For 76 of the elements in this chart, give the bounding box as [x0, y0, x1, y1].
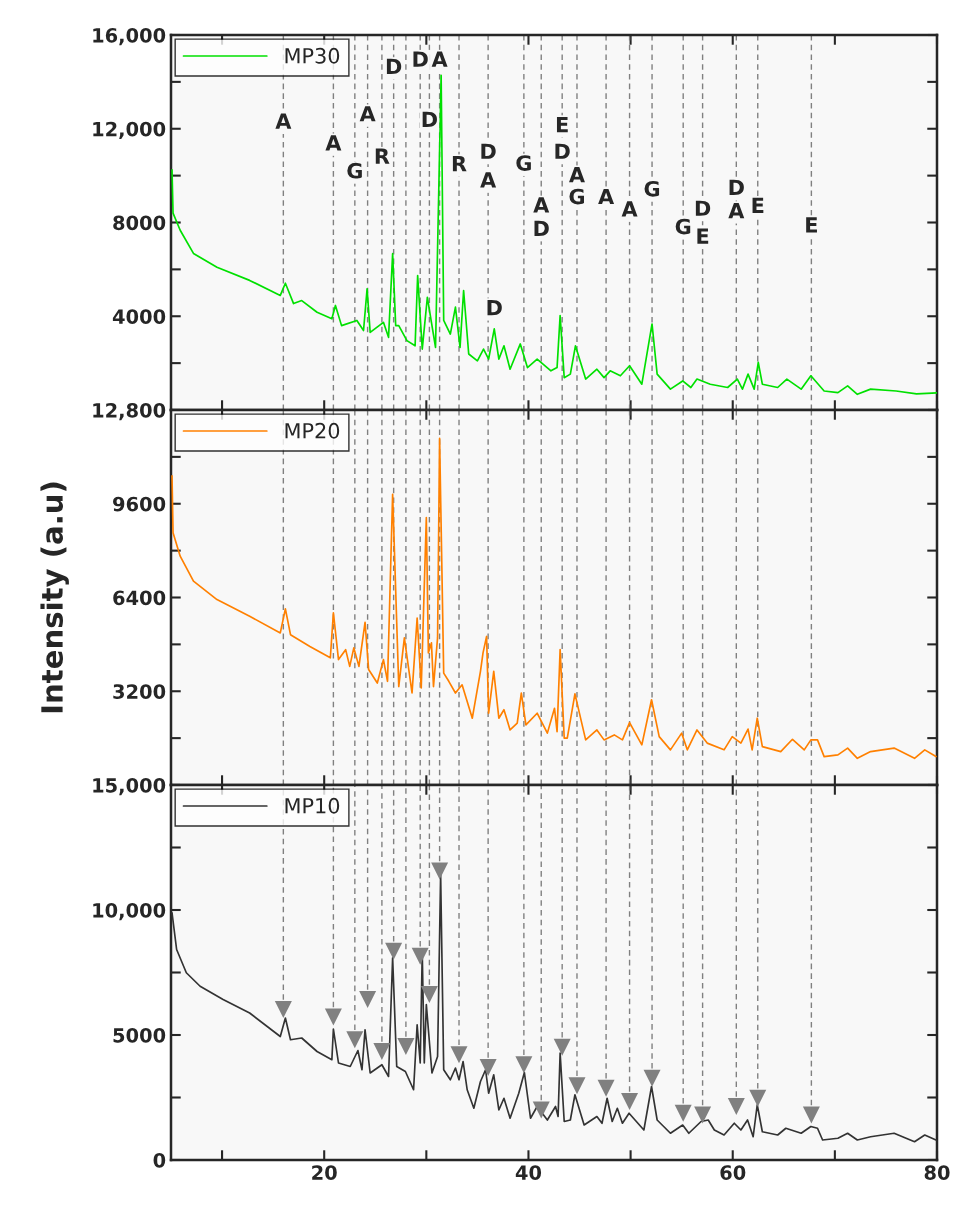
point [479, 1058, 497, 1077]
annotation: A [325, 135, 342, 151]
point [373, 1042, 391, 1061]
point [694, 1106, 712, 1124]
point [643, 1069, 661, 1087]
point [346, 1031, 364, 1049]
line-series [171, 437, 937, 760]
legend-label: MP20 [285, 422, 340, 439]
annotation: A [275, 113, 292, 129]
annotation: D [413, 51, 428, 67]
point [674, 1104, 692, 1122]
annotation: D [555, 143, 570, 159]
annotation: A [359, 106, 376, 122]
annotation: A [598, 188, 615, 205]
annotation: G [569, 188, 584, 205]
point [553, 1038, 571, 1056]
y-tick-label: 16,000 [93, 27, 166, 46]
point [385, 942, 403, 960]
annotation: D [386, 58, 402, 75]
annotation: A [480, 172, 497, 188]
legend-label: MP10 [285, 797, 340, 814]
annotation: G [675, 218, 691, 235]
annotation: A [431, 51, 448, 67]
point [431, 862, 449, 880]
annotation: D [422, 111, 437, 127]
point [515, 1056, 533, 1074]
y-tick-label: 0 [153, 1152, 166, 1168]
x-tick-label: 80 [924, 1165, 950, 1180]
y-tick-label: 4000 [112, 309, 166, 324]
legend-label: MP30 [285, 47, 340, 64]
y-tick-label: 12,000 [93, 121, 166, 139]
annotation: D [487, 300, 502, 316]
y-axis-title: Intensity (a.u) [40, 482, 69, 713]
point [621, 1092, 639, 1111]
y-tick-label: 15,000 [93, 777, 166, 796]
x-tick-label: 60 [720, 1165, 746, 1180]
annotation: D [481, 143, 496, 159]
x-tick-label: 20 [312, 1165, 337, 1180]
annotation: E [806, 217, 817, 233]
annotation: D [729, 179, 744, 195]
y-tick-label: 10,000 [93, 902, 166, 921]
point [532, 1101, 550, 1119]
point [359, 990, 377, 1009]
line-series [171, 74, 937, 396]
annotation: A [533, 197, 550, 213]
y-tick-label: 6400 [113, 590, 166, 606]
point [411, 947, 429, 965]
annotation: G [347, 162, 362, 179]
annotation: E [697, 228, 709, 244]
annotation: A [728, 202, 745, 219]
y-tick-label: 8000 [113, 215, 166, 231]
point [274, 1000, 292, 1019]
point [802, 1106, 820, 1124]
y-tick-label: 3200 [113, 684, 166, 699]
annotation: E [556, 116, 568, 133]
annotation: G [644, 180, 660, 197]
annotation: R [452, 156, 467, 172]
point [420, 985, 438, 1004]
annotation: R [375, 148, 390, 164]
point [597, 1079, 615, 1097]
point [727, 1097, 745, 1116]
point [749, 1089, 767, 1107]
point [397, 1037, 415, 1056]
annotation: A [621, 201, 638, 217]
annotation: G [516, 155, 531, 171]
point [568, 1077, 586, 1095]
y-tick-label: 5000 [113, 1027, 166, 1043]
x-tick-label: 40 [515, 1165, 542, 1180]
y-tick-label: 12,800 [93, 402, 166, 421]
point [324, 1008, 342, 1026]
annotation: D [695, 200, 711, 216]
point [450, 1046, 468, 1064]
y-tick-label: 9600 [113, 496, 166, 512]
annotation: E [752, 197, 764, 214]
annotation: A [569, 167, 585, 183]
annotation: D [534, 220, 549, 236]
